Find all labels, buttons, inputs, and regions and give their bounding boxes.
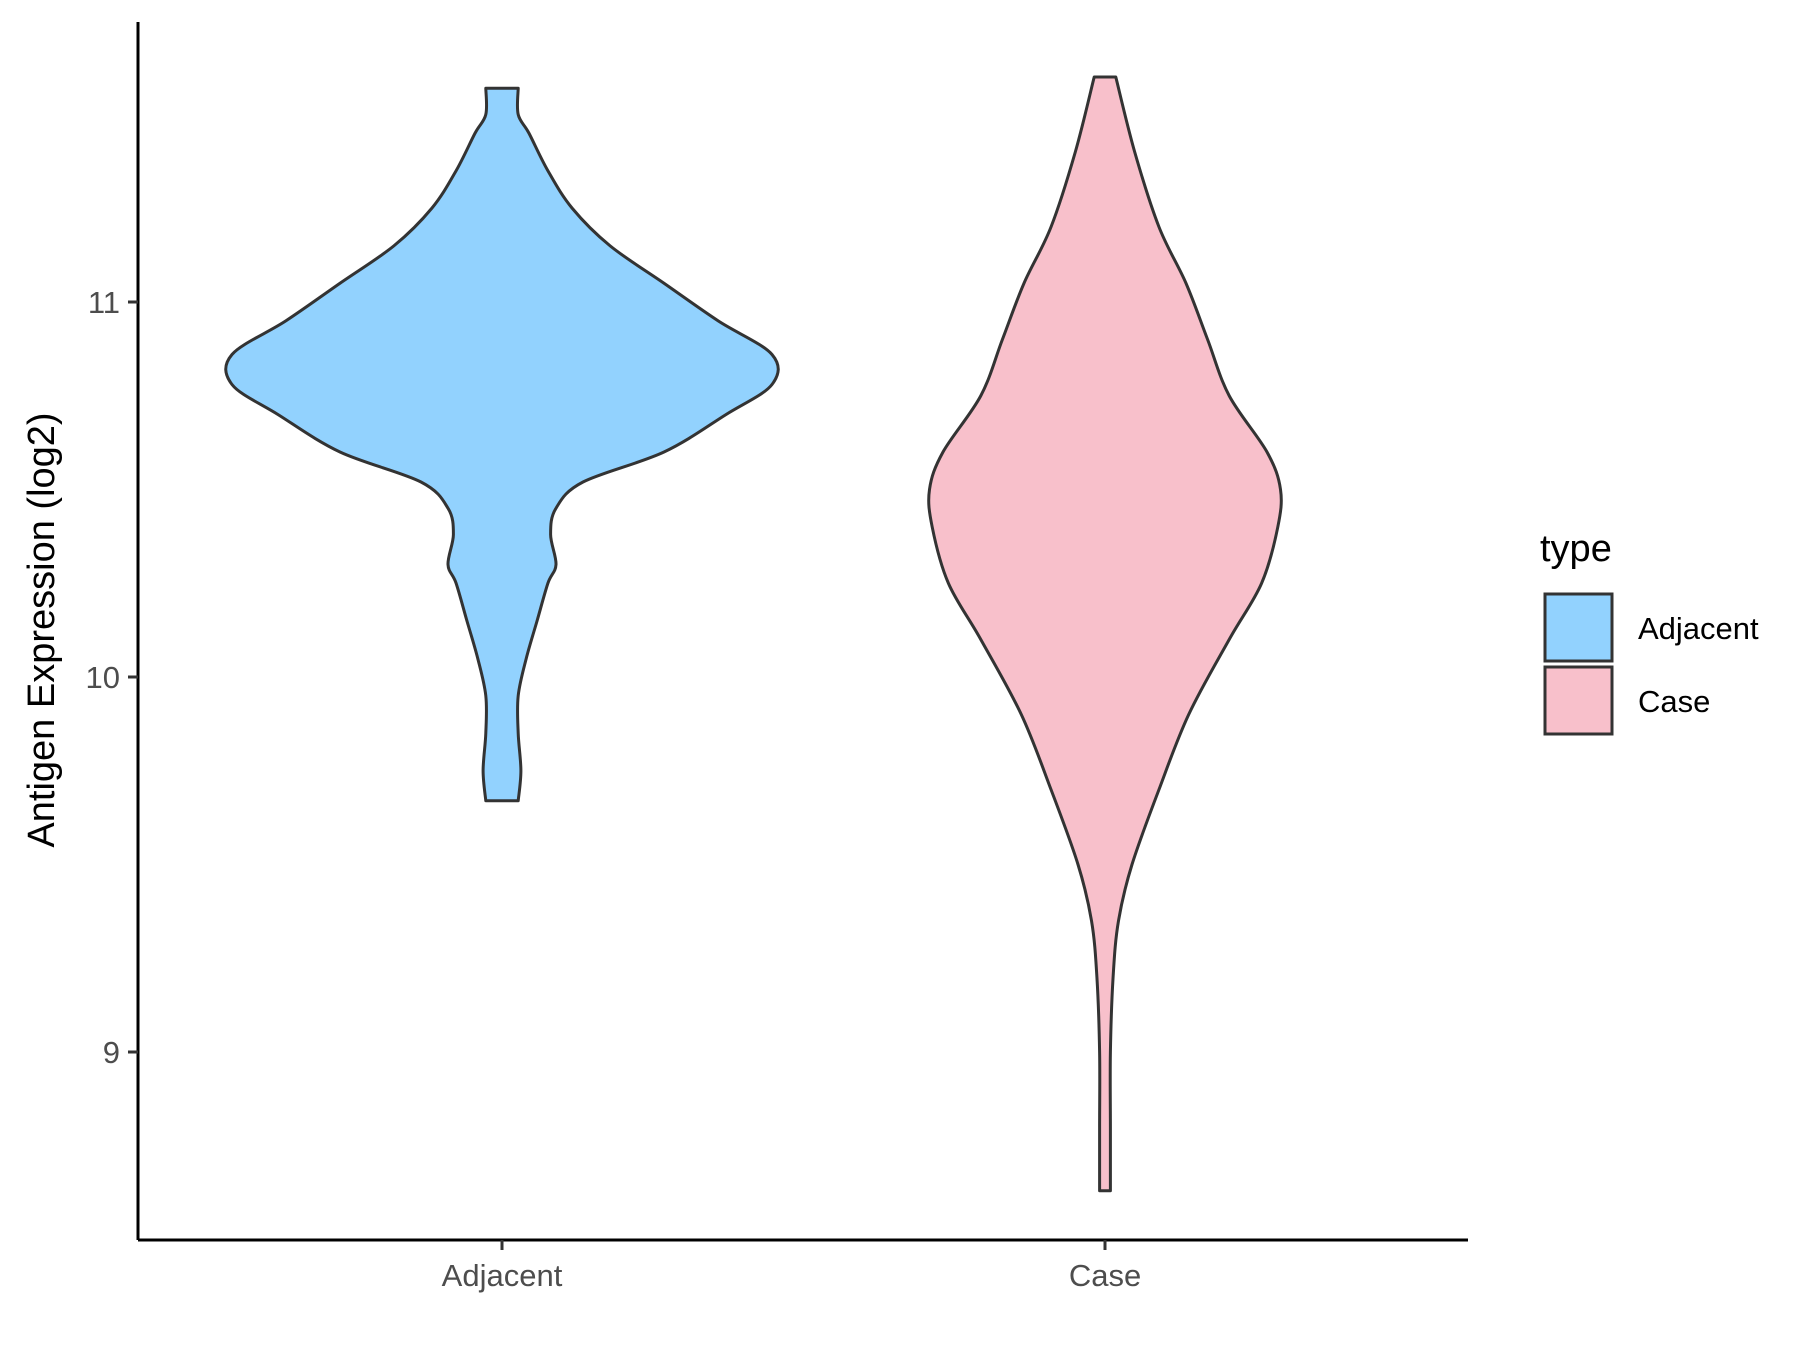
y-tick-label: 10 <box>86 660 120 695</box>
x-tick-label: Adjacent <box>442 1258 563 1293</box>
y-tick-label: 11 <box>88 285 120 320</box>
legend-label-case: Case <box>1638 684 1710 719</box>
y-axis-title: Antigen Expression (log2) <box>21 412 63 847</box>
violin-case <box>927 75 1283 1193</box>
legend: type Adjacent Case <box>1540 528 1759 736</box>
x-axis-ticks: Adjacent Case <box>442 1240 1141 1293</box>
violins-layer <box>224 75 1283 1193</box>
y-tick-label: 9 <box>103 1035 120 1070</box>
legend-key-adjacent <box>1543 592 1614 663</box>
legend-title: type <box>1540 528 1612 570</box>
legend-label-adjacent: Adjacent <box>1638 611 1759 646</box>
x-tick-label: Case <box>1069 1258 1141 1293</box>
violin-adjacent <box>224 86 780 803</box>
y-axis-ticks: 9 10 11 <box>86 285 138 1070</box>
legend-key-case <box>1543 665 1614 736</box>
